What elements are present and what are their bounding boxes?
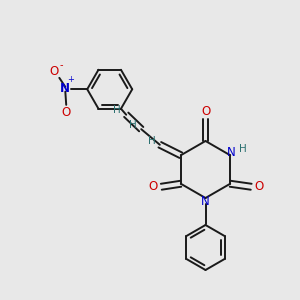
Text: N: N (201, 195, 210, 208)
Text: O: O (201, 105, 210, 119)
Text: O: O (61, 106, 71, 119)
Text: H: H (239, 144, 247, 154)
Text: -: - (60, 60, 64, 70)
Text: H: H (129, 120, 137, 130)
Text: N: N (60, 82, 70, 94)
Text: O: O (49, 65, 58, 78)
Text: +: + (67, 75, 73, 84)
Text: H: H (113, 105, 121, 115)
Text: H: H (148, 136, 155, 146)
Text: O: O (254, 180, 263, 193)
Text: N: N (227, 146, 236, 159)
Text: O: O (148, 180, 158, 193)
